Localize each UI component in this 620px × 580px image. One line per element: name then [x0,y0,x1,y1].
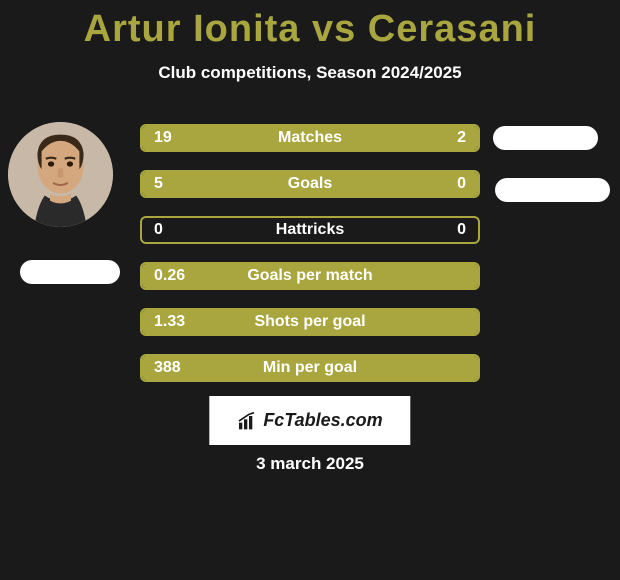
player-right-pill-2 [495,178,610,202]
stat-row: 5 Goals 0 [140,170,480,198]
stat-row: 19 Matches 2 [140,124,480,152]
date-text: 3 march 2025 [256,454,364,474]
stat-label: Goals per match [247,267,372,285]
stat-value-left: 0.26 [154,267,185,285]
comparison-subtitle: Club competitions, Season 2024/2025 [0,63,620,83]
stat-value-right: 0 [457,221,466,239]
stat-label: Hattricks [276,221,344,239]
player-left-name-pill [20,260,120,284]
player-left-avatar [8,122,113,227]
stat-value-left: 388 [154,359,181,377]
stat-value-right: 2 [457,129,466,147]
stat-fill-left [142,126,404,150]
branding-badge: FcTables.com [209,396,410,445]
comparison-title: Artur Ionita vs Cerasani [0,0,620,51]
branding-text: FcTables.com [263,410,382,431]
stat-fill-right [404,126,478,150]
stat-label: Goals [288,175,332,193]
stat-row: 0 Hattricks 0 [140,216,480,244]
stat-label: Matches [278,129,342,147]
stats-container: 19 Matches 2 5 Goals 0 0 Hattricks 0 0.2… [140,124,480,400]
stat-value-left: 0 [154,221,163,239]
stat-value-left: 1.33 [154,313,185,331]
stat-label: Shots per goal [254,313,365,331]
chart-icon [237,411,257,431]
stat-value-left: 5 [154,175,163,193]
stat-label: Min per goal [263,359,357,377]
stat-row: 1.33 Shots per goal [140,308,480,336]
player-right-pill-1 [493,126,598,150]
stat-row: 388 Min per goal [140,354,480,382]
stat-value-left: 19 [154,129,172,147]
stat-value-right: 0 [457,175,466,193]
stat-row: 0.26 Goals per match [140,262,480,290]
